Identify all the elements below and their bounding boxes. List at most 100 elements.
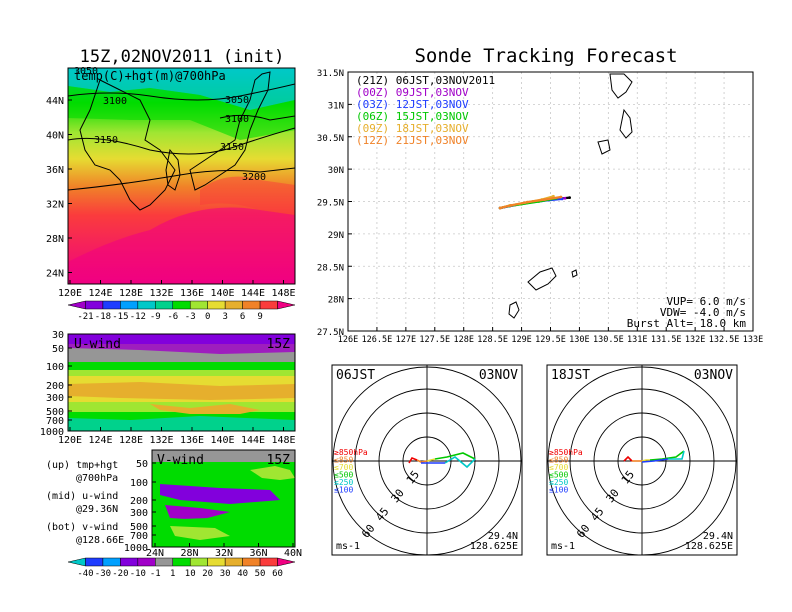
colorbar-label: -1 [150, 569, 161, 579]
x-tick-label: 32N [215, 548, 233, 559]
lat-label: 29.4N [703, 531, 733, 542]
contour-label: 3150 [94, 135, 118, 146]
legend-note-line1: (up) tmp+hgt [46, 460, 118, 471]
x-tick-label: 132E [149, 435, 173, 446]
track-point [559, 195, 563, 199]
x-tick-label: 132E [149, 288, 173, 299]
colorbar-label: -30 [95, 569, 111, 579]
chart-annotation: Burst Alt= 18.0 km [627, 317, 747, 330]
hodograph-legend-entry: ≥850hPa [549, 448, 583, 457]
map-x-axis: 120E 124E 128E 132E 136E 140E 144E 148E [58, 280, 296, 299]
hodograph-legend-entry: ≤850 [334, 456, 353, 465]
panel-time: 06JST [336, 368, 375, 383]
colorbar-swatch [277, 300, 296, 310]
y-tick-label: 300 [130, 508, 148, 519]
colorbar-swatch [259, 300, 278, 310]
x-tick-label: 127E [396, 335, 416, 345]
colorbar-label: 9 [257, 312, 262, 322]
right-title: Sonde Tracking Forecast [414, 45, 677, 67]
colorbar-label: -12 [130, 312, 146, 322]
lon-label: 128.625E [470, 541, 518, 552]
x-tick-label: 126E [338, 335, 358, 345]
ring-label: 45 [373, 505, 391, 523]
legend-entry: (09Z) 18JST,03NOV [356, 122, 469, 135]
track-point [563, 196, 567, 200]
map-panel: temp(C)+hgt(m)@700hPa 3050 3100 3050 3100 31… [46, 66, 296, 299]
hodograph-track [416, 459, 428, 463]
contour-label: 3200 [242, 172, 266, 183]
colorbar-swatch [242, 557, 261, 567]
x-tick-label: 132E [685, 335, 705, 345]
hodograph-track [426, 458, 436, 462]
chart-annotation: VDW= -4.0 m/s [660, 306, 746, 319]
colorbar-swatch [155, 300, 174, 310]
hodograph-legend-entry: ≤100 [549, 486, 568, 495]
colorbar-swatch [172, 300, 191, 310]
chart-legend: (21Z) 06JST,03NOV2011(00Z) 09JST,03NOV(0… [356, 74, 495, 147]
island-outline [571, 269, 578, 278]
colorbar-label: 1 [170, 569, 175, 579]
colorbar-label: -18 [95, 312, 111, 322]
x-tick-label: 130.5E [593, 335, 624, 345]
hodograph-track [444, 456, 476, 469]
colorbar-label: 60 [272, 569, 283, 579]
colorbar-swatch [189, 557, 208, 567]
map-label: temp(C)+hgt(m)@700hPa [74, 69, 226, 83]
chart-annotation: VUP= 6.0 m/s [667, 295, 746, 308]
colorbar-label: -40 [77, 569, 93, 579]
y-tick-label: 100 [130, 478, 148, 489]
colorbar-swatch [137, 300, 156, 310]
hodograph-track [434, 452, 476, 460]
island-outline [508, 301, 520, 319]
x-tick-label: 144E [241, 288, 265, 299]
legend-note-line2: @700hPa [76, 473, 118, 484]
colorbar-swatch [102, 557, 121, 567]
ring-label: 30 [603, 487, 621, 505]
colorbar-swatch [85, 300, 104, 310]
track-point [525, 200, 529, 204]
hodograph-legend-entry: ≥850hPa [334, 448, 368, 457]
hodograph-legend-entry: ≤700 [334, 463, 353, 472]
x-tick-label: 148E [271, 288, 295, 299]
island-outline [527, 267, 557, 291]
x-tick-label: 129E [511, 335, 531, 345]
y-tick-label: 1000 [40, 427, 64, 438]
y-tick-label: 29.5N [317, 199, 344, 209]
colorbar-label: -10 [130, 569, 146, 579]
hodograph-legend-entry: ≤500 [549, 471, 568, 480]
x-tick-label: 128E [453, 335, 473, 345]
colorbar-swatch [120, 300, 139, 310]
sonde-tracking-chart: 31.5N 31N 30.5N 30N 29.5N 29N 28.5N 28N 27.5N 12… [317, 69, 763, 345]
temperature-colorbar: -21 -18 -15 -12 -9 -6 -3 0 3 6 9 [67, 300, 296, 322]
left-title: 15Z,02NOV2011 (init) [80, 47, 285, 67]
y-tick-label: 28N [328, 296, 344, 306]
u-wind-time: 15Z [267, 337, 291, 352]
x-tick-label: 132.5E [709, 335, 740, 345]
ring-label: 30 [388, 487, 406, 505]
contour-labels: 3050 3100 3050 3100 3150 3150 3200 [74, 66, 266, 183]
x-tick-label: 128.5E [477, 335, 508, 345]
track-point [509, 203, 513, 207]
y-tick-label: 200 [130, 496, 148, 507]
wind-colorbar: -40 -30 -20 -10 -1 1 10 20 30 40 50 60 [67, 557, 296, 579]
y-tick-label: 500 [130, 522, 148, 533]
x-tick-label: 140E [210, 288, 234, 299]
colorbar-swatch [120, 557, 139, 567]
ring-label: 60 [574, 522, 592, 540]
track-series [498, 194, 571, 210]
y-tick-label: 40N [46, 131, 64, 142]
y-tick-label: 700 [130, 531, 148, 542]
contour-label: 3100 [225, 114, 249, 125]
contour-label: 3150 [220, 142, 244, 153]
y-tick-label: 1000 [124, 543, 148, 554]
y-tick-label: 200 [46, 381, 64, 392]
v-wind-time: 15Z [267, 453, 291, 468]
coastline-japan [189, 71, 271, 191]
map-y-axis: 44N 40N 36N 32N 28N 24N [46, 96, 72, 280]
v-wind-x-axis: 24N 28N 32N 36N 40N [146, 543, 302, 559]
u-wind-label: U-wind [74, 337, 121, 352]
track-point [543, 198, 547, 201]
